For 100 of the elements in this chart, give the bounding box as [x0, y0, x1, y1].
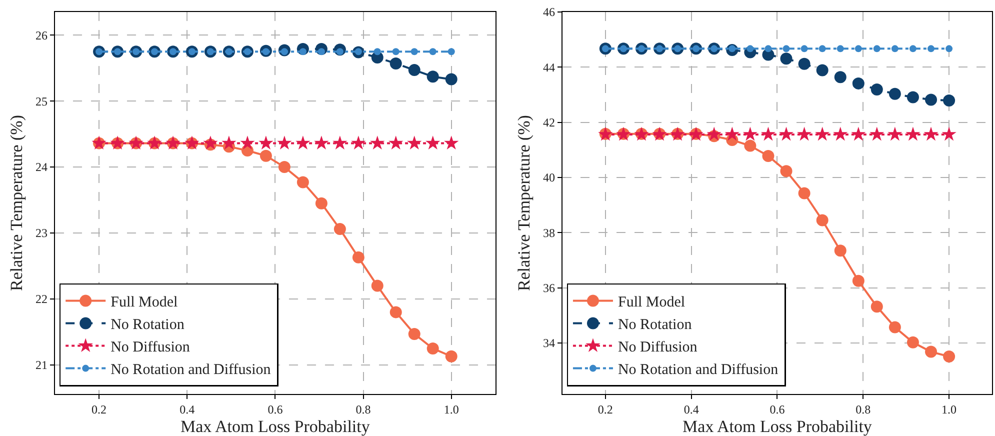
point — [332, 136, 348, 150]
y-tick-label: 40 — [542, 170, 555, 185]
x-tick-label: 0.2 — [92, 402, 107, 416]
point — [925, 94, 938, 106]
x-tick-label: 0.8 — [856, 402, 871, 416]
y-tick-label: 44 — [542, 60, 555, 74]
point — [426, 70, 439, 83]
point — [800, 45, 808, 52]
point — [762, 150, 774, 162]
point — [390, 306, 402, 318]
point — [426, 136, 440, 150]
point — [764, 45, 772, 52]
point — [352, 251, 364, 264]
point — [925, 346, 938, 358]
point — [780, 165, 792, 178]
point — [888, 321, 901, 334]
point — [815, 126, 830, 141]
point — [744, 140, 756, 152]
point — [374, 48, 381, 56]
point — [816, 214, 828, 226]
legend-label: Full Model — [110, 294, 178, 311]
point — [798, 58, 810, 70]
point — [260, 150, 272, 162]
point — [854, 45, 862, 52]
point — [870, 126, 884, 141]
y-tick-label: 23 — [36, 226, 48, 240]
point — [258, 136, 274, 150]
point — [706, 126, 722, 141]
point — [334, 223, 346, 236]
point — [798, 187, 810, 200]
point — [724, 126, 740, 141]
point — [426, 342, 439, 354]
y-tick-label: 36 — [542, 281, 555, 296]
point — [314, 136, 329, 150]
legend-label: No Diffusion — [110, 340, 190, 356]
point — [760, 126, 776, 141]
x-tick-label: 0.6 — [268, 402, 283, 416]
y-tick-label: 34 — [542, 336, 555, 350]
point — [445, 73, 458, 86]
point — [818, 45, 826, 52]
point — [782, 45, 790, 52]
point — [891, 45, 898, 52]
x-axis-title: Max Atom Loss Probability — [682, 417, 872, 436]
point — [906, 126, 920, 141]
point — [351, 136, 366, 150]
point — [296, 136, 310, 150]
legend-label: No Rotation — [110, 317, 185, 334]
x-tick-label: 0.4 — [684, 402, 699, 416]
point — [852, 274, 864, 287]
point — [780, 52, 792, 65]
point — [408, 64, 420, 76]
y-tick-label: 38 — [542, 226, 555, 240]
point — [943, 94, 956, 107]
point — [408, 328, 420, 340]
point — [390, 57, 402, 70]
point — [371, 280, 384, 292]
y-tick-label: 42 — [542, 116, 555, 130]
point — [888, 126, 902, 141]
y-tick-label: 25 — [36, 94, 48, 108]
point — [203, 136, 218, 150]
point — [742, 126, 758, 141]
point — [392, 48, 400, 56]
point — [909, 45, 916, 52]
y-tick-label: 21 — [36, 358, 48, 372]
x-tick-label: 1.0 — [444, 402, 459, 416]
point — [222, 136, 236, 150]
point — [407, 136, 422, 150]
point — [928, 45, 935, 52]
legend-label: No Rotation — [618, 317, 692, 334]
legend-label: No Diffusion — [618, 340, 698, 356]
x-tick-label: 1.0 — [942, 402, 957, 416]
legend-label: No Rotation and Diffusion — [618, 362, 779, 378]
y-tick-label: 24 — [36, 160, 48, 174]
legend-label: No Rotation and Diffusion — [110, 362, 272, 378]
point — [870, 84, 883, 96]
point — [873, 45, 880, 52]
point — [943, 350, 956, 362]
point — [278, 161, 290, 174]
point — [240, 136, 255, 150]
point — [924, 126, 938, 141]
point — [836, 45, 844, 52]
x-tick-label: 0.8 — [356, 402, 371, 416]
point — [448, 48, 455, 56]
point — [834, 244, 846, 257]
point — [852, 77, 864, 90]
x-tick-label: 0.2 — [598, 402, 613, 416]
point — [778, 126, 794, 141]
point — [870, 300, 883, 313]
x-tick-label: 0.6 — [770, 402, 785, 416]
point — [888, 88, 901, 100]
y-tick-label: 46 — [542, 5, 555, 20]
y-axis-title: Relative Temperature (%) — [7, 115, 26, 291]
point — [796, 126, 812, 141]
y-tick-label: 22 — [36, 292, 48, 306]
y-tick-label: 26 — [36, 28, 48, 42]
point — [906, 336, 919, 348]
legend-label: Full Model — [618, 294, 686, 311]
point — [445, 350, 458, 362]
point — [370, 136, 385, 150]
point — [444, 136, 459, 150]
